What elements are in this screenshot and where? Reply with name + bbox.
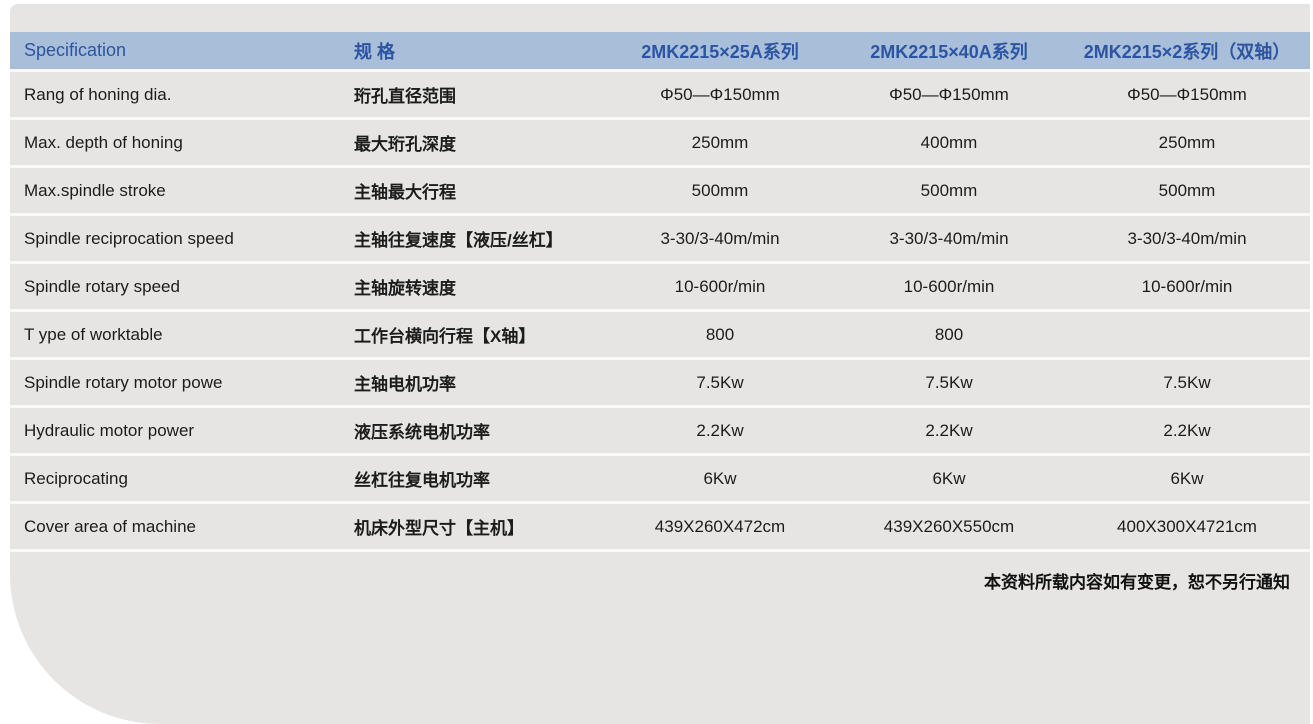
row-value-b: 439X260X550cm: [883, 516, 1015, 536]
table-row: Max.spindle stroke 主轴最大行程 500mm 500mm 50…: [10, 168, 1310, 216]
row-value-c: 6Kw: [1170, 468, 1204, 488]
row-value-c: 500mm: [1158, 180, 1216, 200]
table-row: Max. depth of honing 最大珩孔深度 250mm 400mm …: [10, 120, 1310, 168]
row-label-cn: 主轴最大行程: [354, 183, 456, 202]
disclaimer-note: 本资料所载内容如有变更，恕不另行通知: [984, 573, 1290, 592]
row-value-c: 7.5Kw: [1163, 372, 1211, 392]
row-label-cn: 液压系统电机功率: [354, 423, 490, 442]
row-label-cn: 机床外型尺寸【主机】: [354, 519, 524, 538]
row-label-en: Cover area of machine: [24, 516, 196, 536]
row-value-b: 10-600r/min: [903, 276, 995, 296]
row-value-a: 800: [705, 324, 735, 344]
row-value-c: 400X300X4721cm: [1117, 516, 1257, 536]
row-label-cn: 工作台横向行程【X轴】: [354, 327, 536, 346]
row-value-a: 7.5Kw: [696, 372, 744, 392]
row-label-cn: 主轴往复速度【液压/丝杠】: [354, 231, 563, 250]
table-row: Spindle rotary motor powe 主轴电机功率 7.5Kw 7…: [10, 360, 1310, 408]
row-label-cn: 珩孔直径范围: [354, 87, 456, 106]
row-value-a: 439X260X472cm: [654, 516, 786, 536]
row-label-en: Max.spindle stroke: [24, 180, 166, 200]
row-label-en: T ype of worktable: [24, 324, 163, 344]
table-header-row: Specification 规 格 2MK2215×25A系列 2MK2215×…: [10, 32, 1310, 72]
page-background: Specification 规 格 2MK2215×25A系列 2MK2215×…: [10, 4, 1310, 724]
row-label-en: Max. depth of honing: [24, 132, 183, 152]
row-value-a: 2.2Kw: [696, 420, 744, 440]
table-row: T ype of worktable 工作台横向行程【X轴】 800 800: [10, 312, 1310, 360]
spec-sheet-card: Specification 规 格 2MK2215×25A系列 2MK2215×…: [10, 4, 1310, 724]
header-series-25a: 2MK2215×25A系列: [641, 41, 799, 62]
row-value-a: 250mm: [691, 132, 749, 152]
table-row: Hydraulic motor power 液压系统电机功率 2.2Kw 2.2…: [10, 408, 1310, 456]
row-value-a: 3-30/3-40m/min: [660, 228, 780, 248]
row-value-c: 10-600r/min: [1141, 276, 1233, 296]
row-value-b: 2.2Kw: [925, 420, 973, 440]
row-value-c: 3-30/3-40m/min: [1127, 228, 1247, 248]
row-value-c: Φ50—Φ150mm: [1127, 84, 1247, 104]
header-spec-cn: 规 格: [354, 41, 396, 62]
row-value-b: 7.5Kw: [925, 372, 973, 392]
row-value-a: 10-600r/min: [674, 276, 766, 296]
row-value-a: Φ50—Φ150mm: [660, 84, 780, 104]
row-label-en: Reciprocating: [24, 468, 128, 488]
row-value-b: 3-30/3-40m/min: [889, 228, 1009, 248]
row-value-b: 500mm: [920, 180, 978, 200]
row-label-en: Hydraulic motor power: [24, 420, 195, 440]
row-value-b: 800: [934, 324, 964, 344]
table-row: Reciprocating 丝杠往复电机功率 6Kw 6Kw 6Kw: [10, 456, 1310, 504]
row-label-en: Spindle rotary motor powe: [24, 372, 223, 392]
row-value-b: 6Kw: [932, 468, 966, 488]
row-value-c: 2.2Kw: [1163, 420, 1211, 440]
row-value-a: 500mm: [691, 180, 749, 200]
table-row: Cover area of machine 机床外型尺寸【主机】 439X260…: [10, 504, 1310, 552]
row-label-cn: 丝杠往复电机功率: [354, 471, 490, 490]
row-value-b: 400mm: [920, 132, 978, 152]
row-label-cn: 主轴旋转速度: [354, 279, 456, 298]
table-row: Spindle reciprocation speed 主轴往复速度【液压/丝杠…: [10, 216, 1310, 264]
row-value-c: 250mm: [1158, 132, 1216, 152]
row-label-en: Spindle reciprocation speed: [24, 228, 234, 248]
row-label-en: Rang of honing dia.: [24, 84, 172, 104]
specification-table: Specification 规 格 2MK2215×25A系列 2MK2215×…: [10, 32, 1310, 552]
row-label-cn: 最大珩孔深度: [354, 135, 456, 154]
table-row: Spindle rotary speed 主轴旋转速度 10-600r/min …: [10, 264, 1310, 312]
header-specification: Specification: [24, 40, 127, 60]
header-series-dual: 2MK2215×2系列（双轴）: [1083, 41, 1291, 62]
row-label-en: Spindle rotary speed: [24, 276, 180, 296]
row-value-a: 6Kw: [703, 468, 737, 488]
table-row: Rang of honing dia. 珩孔直径范围 Φ50—Φ150mm Φ5…: [10, 72, 1310, 120]
header-series-40a: 2MK2215×40A系列: [870, 41, 1028, 62]
row-label-cn: 主轴电机功率: [354, 375, 456, 394]
row-value-b: Φ50—Φ150mm: [889, 84, 1009, 104]
